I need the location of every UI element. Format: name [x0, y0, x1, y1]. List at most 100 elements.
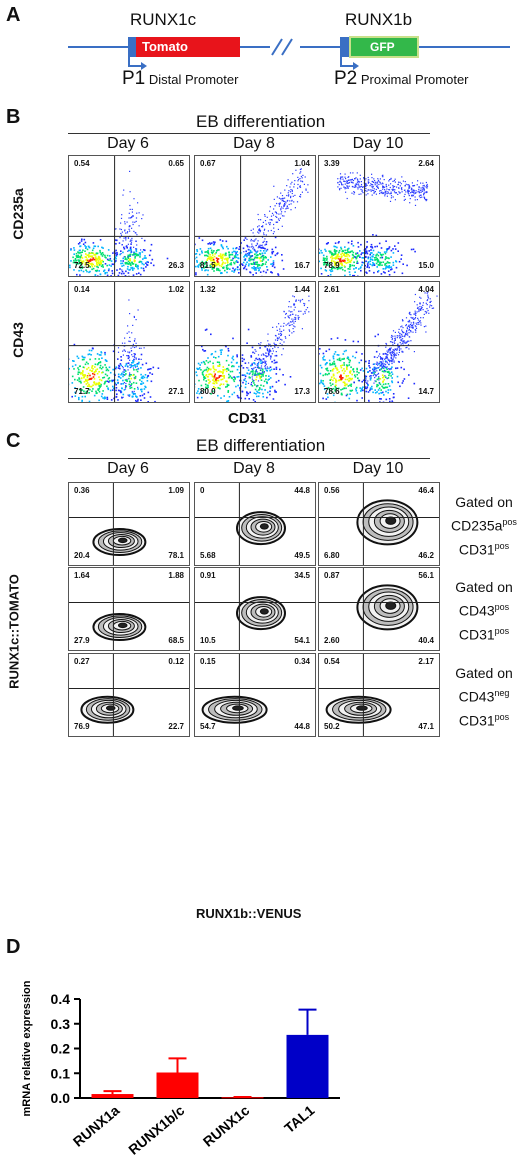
- panel-a-letter: A: [6, 4, 21, 26]
- quadrant-percentage: 71.7: [74, 387, 90, 396]
- quadrant-percentage: 4.04: [418, 285, 434, 294]
- quadrant-percentage: 27.9: [74, 636, 90, 645]
- flow-scatter-plot: 1.32 1.44 80.0 17.3: [194, 281, 316, 403]
- quadrant-percentage: 1.02: [168, 285, 184, 294]
- y-tick-label: 0.2: [51, 1041, 71, 1057]
- flow-scatter-plot: 3.39 2.64 78.9 15.0: [318, 155, 440, 277]
- p2-text: Proximal Promoter: [360, 72, 469, 87]
- quadrant-percentage: 3.39: [324, 159, 340, 168]
- bar: [156, 1072, 199, 1098]
- quadrant-percentage: 0.12: [168, 657, 184, 666]
- quadrant-percentage: 49.5: [294, 551, 310, 560]
- quadrant-percentage: 0.87: [324, 571, 340, 580]
- bar: [286, 1034, 329, 1098]
- quadrant-percentage: 2.61: [324, 285, 340, 294]
- panel-b-row-ylabel: CD235a: [10, 188, 26, 240]
- flow-scatter-plot: 0.14 1.02 71.7 27.1: [68, 281, 190, 403]
- gate-line: Gated on: [455, 665, 513, 681]
- panel-c-xlabel: RUNX1b::VENUS: [196, 906, 302, 921]
- panel-b-row-ylabel: CD43: [10, 322, 26, 358]
- gate-marker-1: CD43pos: [458, 602, 510, 619]
- panel-b-day-label: Day 10: [352, 135, 404, 152]
- gate-marker-2: CD31pos: [458, 625, 510, 643]
- gate-marker-2: CD31pos: [458, 711, 510, 729]
- quadrant-percentage: 5.68: [200, 551, 216, 560]
- quadrant-percentage: 0.27: [74, 657, 90, 666]
- quadrant-percentage: 54.7: [200, 722, 216, 731]
- quadrant-percentage: 0.15: [200, 657, 216, 666]
- quadrant-percentage: 44.8: [294, 722, 310, 731]
- y-axis-label: mRNA relative expression: [21, 980, 33, 1116]
- x-category-label: RUNX1b/c: [125, 1102, 187, 1157]
- panel-c-day-label: Day 6: [107, 460, 149, 477]
- quadrant-percentage: 2.60: [324, 636, 340, 645]
- quadrant-percentage: 1.64: [74, 571, 90, 580]
- gene-construct-diagram: [68, 36, 510, 70]
- panel-b-xlabel: CD31: [228, 410, 267, 427]
- panel-c-title-rule: [68, 458, 430, 459]
- flow-contour-plot: 0.36 1.09 20.4 78.1: [68, 482, 190, 566]
- quadrant-percentage: 40.4: [418, 636, 434, 645]
- bar: [91, 1094, 134, 1098]
- gate-line: Gated on: [455, 494, 513, 510]
- quadrant-percentage: 54.1: [294, 636, 310, 645]
- quadrant-percentage: 1.32: [200, 285, 216, 294]
- quadrant-percentage: 0.67: [200, 159, 216, 168]
- quadrant-percentage: 50.2: [324, 722, 340, 731]
- quadrant-percentage: 0.91: [200, 571, 216, 580]
- panel-b-day-label: Day 8: [233, 135, 275, 152]
- quadrant-percentage: 0.54: [74, 159, 90, 168]
- p1-promoter: P1 Distal Promoter: [122, 68, 238, 90]
- quadrant-percentage: 1.04: [294, 159, 310, 168]
- gfp-box-label: GFP: [370, 40, 395, 54]
- quadrant-percentage: 72.5: [74, 261, 90, 270]
- quadrant-percentage: 81.5: [200, 261, 216, 270]
- flow-scatter-plot: 0.67 1.04 81.5 16.7: [194, 155, 316, 277]
- gate-description: Gated on CD43neg CD31pos: [444, 663, 524, 730]
- p1-text: Distal Promoter: [148, 72, 239, 87]
- quadrant-percentage: 78.6: [324, 387, 340, 396]
- flow-scatter-plot: 0.54 0.65 72.5 26.3: [68, 155, 190, 277]
- quadrant-percentage: 78.9: [324, 261, 340, 270]
- quadrant-percentage: 78.1: [168, 551, 184, 560]
- quadrant-percentage: 17.3: [294, 387, 310, 396]
- gate-line: Gated on: [455, 579, 513, 595]
- y-tick-label: 0.3: [51, 1016, 71, 1032]
- flow-contour-plot: 0.27 0.12 76.9 22.7: [68, 653, 190, 737]
- quadrant-percentage: 22.7: [168, 722, 184, 731]
- gate-description: Gated on CD235apos CD31pos: [444, 492, 524, 559]
- p1-label: P1: [122, 68, 146, 89]
- panel-c-title: EB differentiation: [196, 436, 326, 455]
- quadrant-percentage: 0: [200, 486, 205, 495]
- y-tick-label: 0.0: [51, 1090, 71, 1106]
- flow-scatter-plot: 2.61 4.04 78.6 14.7: [318, 281, 440, 403]
- gate-marker-2: CD31pos: [458, 540, 510, 558]
- gene1-label: RUNX1c: [130, 10, 197, 29]
- panel-c-letter: C: [6, 430, 21, 452]
- y-tick-label: 0.1: [51, 1065, 71, 1081]
- quadrant-percentage: 0.36: [74, 486, 90, 495]
- x-category-label: TAL1: [281, 1102, 317, 1136]
- quadrant-percentage: 2.17: [418, 657, 434, 666]
- gate-marker-1: CD43neg: [458, 688, 510, 705]
- flow-contour-plot: 1.64 1.88 27.9 68.5: [68, 567, 190, 651]
- quadrant-percentage: 10.5: [200, 636, 216, 645]
- quadrant-percentage: 76.9: [74, 722, 90, 731]
- panel-b-letter: B: [6, 106, 21, 128]
- quadrant-percentage: 0.54: [324, 657, 340, 666]
- panel-c-ylabel: RUNX1c::TOMATO: [6, 574, 22, 689]
- panel-c-day-label: Day 10: [352, 460, 404, 477]
- panel-c-day-label: Day 8: [233, 460, 275, 477]
- quadrant-percentage: 14.7: [418, 387, 434, 396]
- gate-description: Gated on CD43pos CD31pos: [444, 577, 524, 644]
- quadrant-percentage: 46.4: [418, 486, 434, 495]
- panel-b-title: EB differentiation: [196, 112, 326, 131]
- x-category-label: RUNX1c: [200, 1102, 253, 1150]
- quadrant-percentage: 27.1: [168, 387, 184, 396]
- quadrant-percentage: 44.8: [294, 486, 310, 495]
- quadrant-percentage: 1.44: [294, 285, 310, 294]
- quadrant-percentage: 34.5: [294, 571, 310, 580]
- tomato-box-label: Tomato: [142, 39, 188, 54]
- y-tick-label: 0.4: [51, 991, 71, 1007]
- panel-b-day-label: Day 6: [107, 135, 149, 152]
